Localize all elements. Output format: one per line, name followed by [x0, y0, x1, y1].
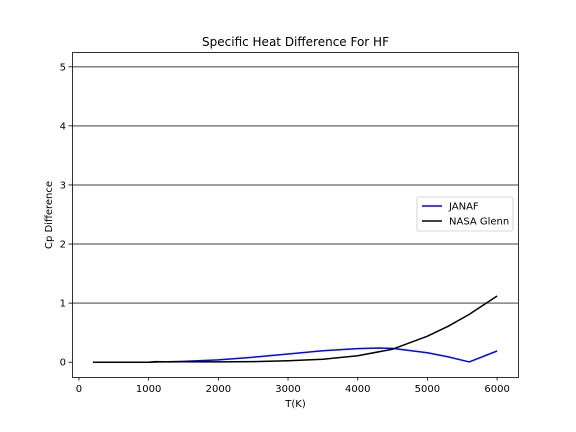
y-tick-label-4: 4	[60, 121, 66, 132]
grid-layer	[72, 66, 518, 304]
y-tick-label-1: 1	[60, 299, 66, 310]
y-tick-label-2: 2	[60, 240, 66, 251]
legend-label-janaf: JANAF	[448, 202, 479, 213]
y-tick-label-5: 5	[60, 62, 66, 73]
y-axis: 0 1 2 3 4 5	[60, 62, 72, 369]
x-tick-label-3000: 3000	[275, 384, 300, 395]
x-axis-label: T(K)	[284, 399, 306, 410]
x-tick-label-6000: 6000	[484, 384, 509, 395]
series-line-nasa-glenn	[92, 295, 498, 363]
series-layer	[92, 295, 498, 363]
x-tick-label-0: 0	[76, 384, 82, 395]
x-tick-label-1000: 1000	[136, 384, 161, 395]
x-tick-label-5000: 5000	[415, 384, 440, 395]
legend-label-nasa-glenn: NASA Glenn	[449, 217, 509, 228]
chart-title: Specific Heat Difference For HF	[202, 35, 389, 49]
legend: JANAF NASA Glenn	[416, 196, 514, 232]
y-axis-label: Cp Difference	[44, 181, 55, 249]
x-axis: 0 1000 2000 3000 4000 5000 6000	[76, 377, 510, 395]
x-tick-label-2000: 2000	[206, 384, 231, 395]
x-tick-label-4000: 4000	[345, 384, 370, 395]
plot-frame	[72, 52, 519, 378]
y-tick-label-0: 0	[60, 358, 66, 369]
y-tick-label-3: 3	[60, 180, 66, 191]
